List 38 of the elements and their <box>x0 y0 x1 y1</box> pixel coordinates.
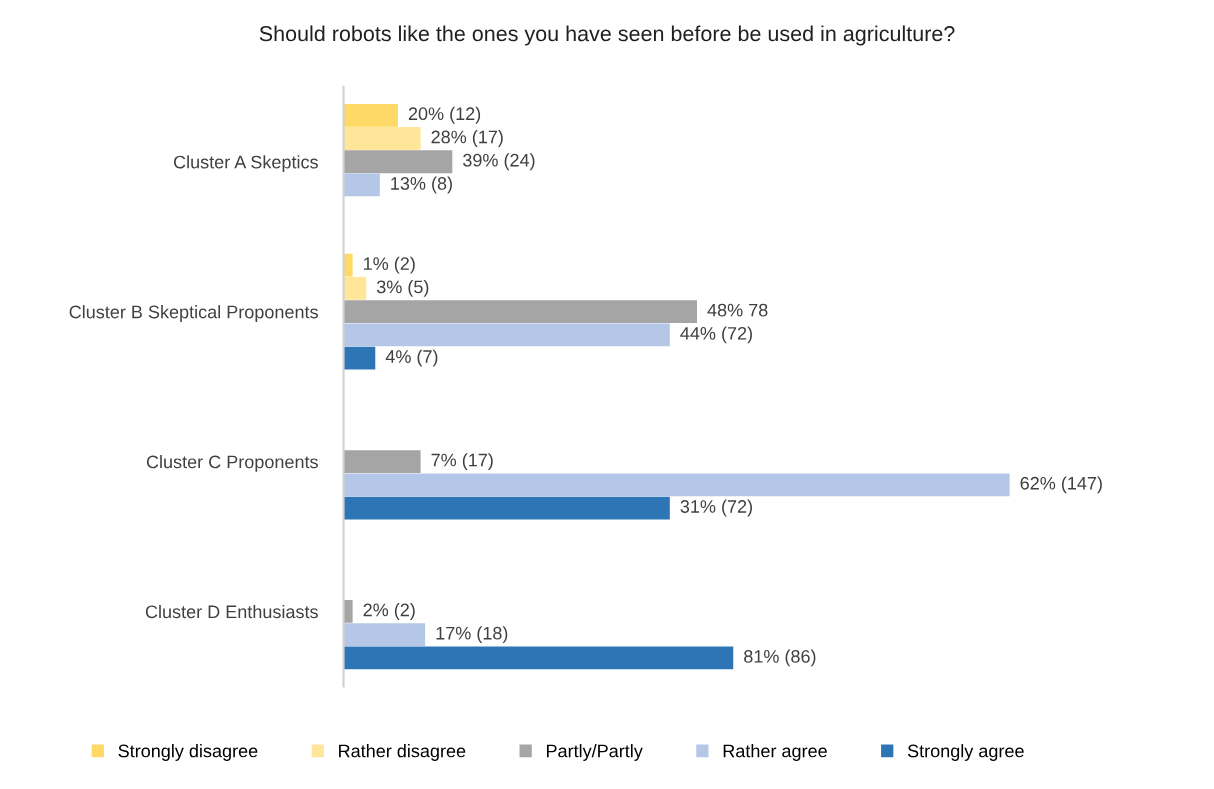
legend-label: Strongly disagree <box>118 744 258 761</box>
bar <box>343 323 670 347</box>
bar <box>343 646 734 670</box>
data-label: 31% (72) <box>680 499 752 517</box>
data-label: 1% (2) <box>364 256 415 274</box>
data-label: 28% (17) <box>431 130 503 147</box>
bar <box>343 623 426 647</box>
legend-label: Strongly agree <box>907 744 1024 761</box>
bar <box>343 173 380 197</box>
legend-label: Rather disagree <box>339 744 466 761</box>
bar <box>343 450 421 473</box>
data-label: 17% (18) <box>436 626 508 644</box>
data-label: 3% (5) <box>376 280 429 297</box>
bar <box>343 346 376 370</box>
legend-label: Partly/Partly <box>546 744 643 761</box>
bar <box>343 473 1010 497</box>
y-tick-label: Cluster B Skeptical Proponents <box>69 305 318 322</box>
data-label: 4% (7) <box>385 349 438 367</box>
data-label: 81% (86) <box>744 649 816 667</box>
bar <box>343 277 367 300</box>
data-label: 44% (72) <box>680 326 752 344</box>
y-tick-label: Cluster A Skeptics <box>173 155 318 173</box>
bar <box>343 300 697 324</box>
y-tick-label: Cluster C Proponents <box>146 455 318 472</box>
bar <box>343 496 670 520</box>
bar <box>343 127 421 150</box>
data-label: 20% (12) <box>408 106 481 124</box>
data-label: 13% (8) <box>391 176 452 194</box>
data-label: 2% (2) <box>363 603 415 620</box>
chart-title: Should robots like the ones you have seen before be used in agriculture? <box>259 25 955 46</box>
bar <box>343 103 398 127</box>
data-label: 62% (147) <box>1020 476 1102 494</box>
legend-label: Rather agree <box>723 744 827 761</box>
data-label: 48% 78 <box>707 303 768 317</box>
data-label: 39% (24) <box>463 153 535 171</box>
data-label: 7% (17) <box>431 453 493 470</box>
bar <box>343 150 453 174</box>
y-tick-label: Cluster D Enthusiasts <box>145 604 318 619</box>
